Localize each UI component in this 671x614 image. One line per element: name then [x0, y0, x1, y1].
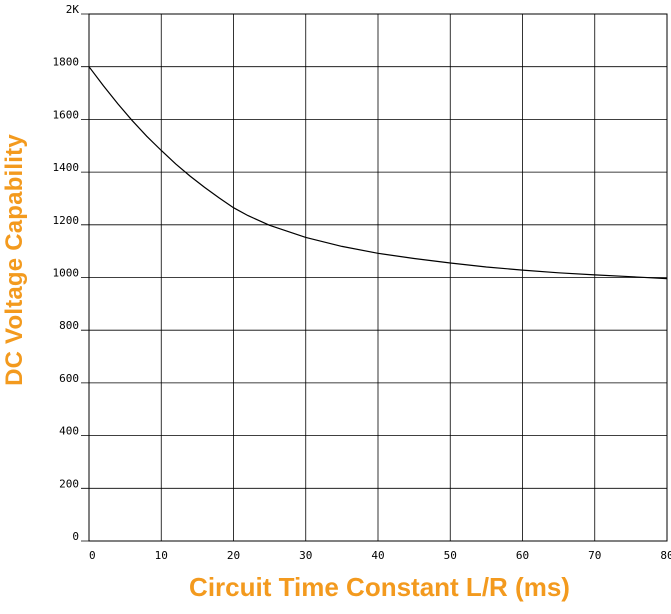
x-tick-label: 20 [227, 549, 240, 562]
x-tick-label: 40 [371, 549, 384, 562]
y-tick-label: 1000 [53, 267, 80, 280]
chart-grid [81, 13, 668, 542]
x-tick-label: 0 [89, 549, 96, 562]
y-tick-label: 0 [72, 530, 79, 543]
y-tick-label: 1800 [53, 56, 80, 69]
voltage-curve [88, 66, 668, 280]
y-tick-label: 1200 [53, 214, 80, 227]
y-tick-label: 1400 [53, 161, 80, 174]
y-tick-label: 600 [59, 372, 79, 385]
x-tick-label: 60 [516, 549, 529, 562]
x-tick-label: 50 [444, 549, 457, 562]
y-tick-label: 1600 [53, 108, 80, 121]
x-tick-label: 80 [660, 549, 671, 562]
y-tick-label: 400 [59, 425, 79, 438]
y-axis-title: DC Voltage Capability [0, 0, 30, 520]
x-axis-title: Circuit Time Constant L/R (ms) [0, 560, 671, 614]
chart-series [88, 66, 668, 280]
chart-ticks: 0 10 20 30 40 50 60 70 8002004006008001000120014… [53, 3, 671, 562]
x-tick-label: 70 [588, 549, 601, 562]
x-tick-label: 30 [299, 549, 312, 562]
y-tick-label: 200 [59, 477, 79, 490]
x-axis-title-text: Circuit Time Constant L/R (ms) [189, 571, 570, 602]
x-tick-label: 10 [155, 549, 168, 562]
y-tick-label: 800 [59, 319, 79, 332]
y-axis-title-text: DC Voltage Capability [1, 134, 29, 386]
y-tick-label: 2K [66, 3, 80, 16]
